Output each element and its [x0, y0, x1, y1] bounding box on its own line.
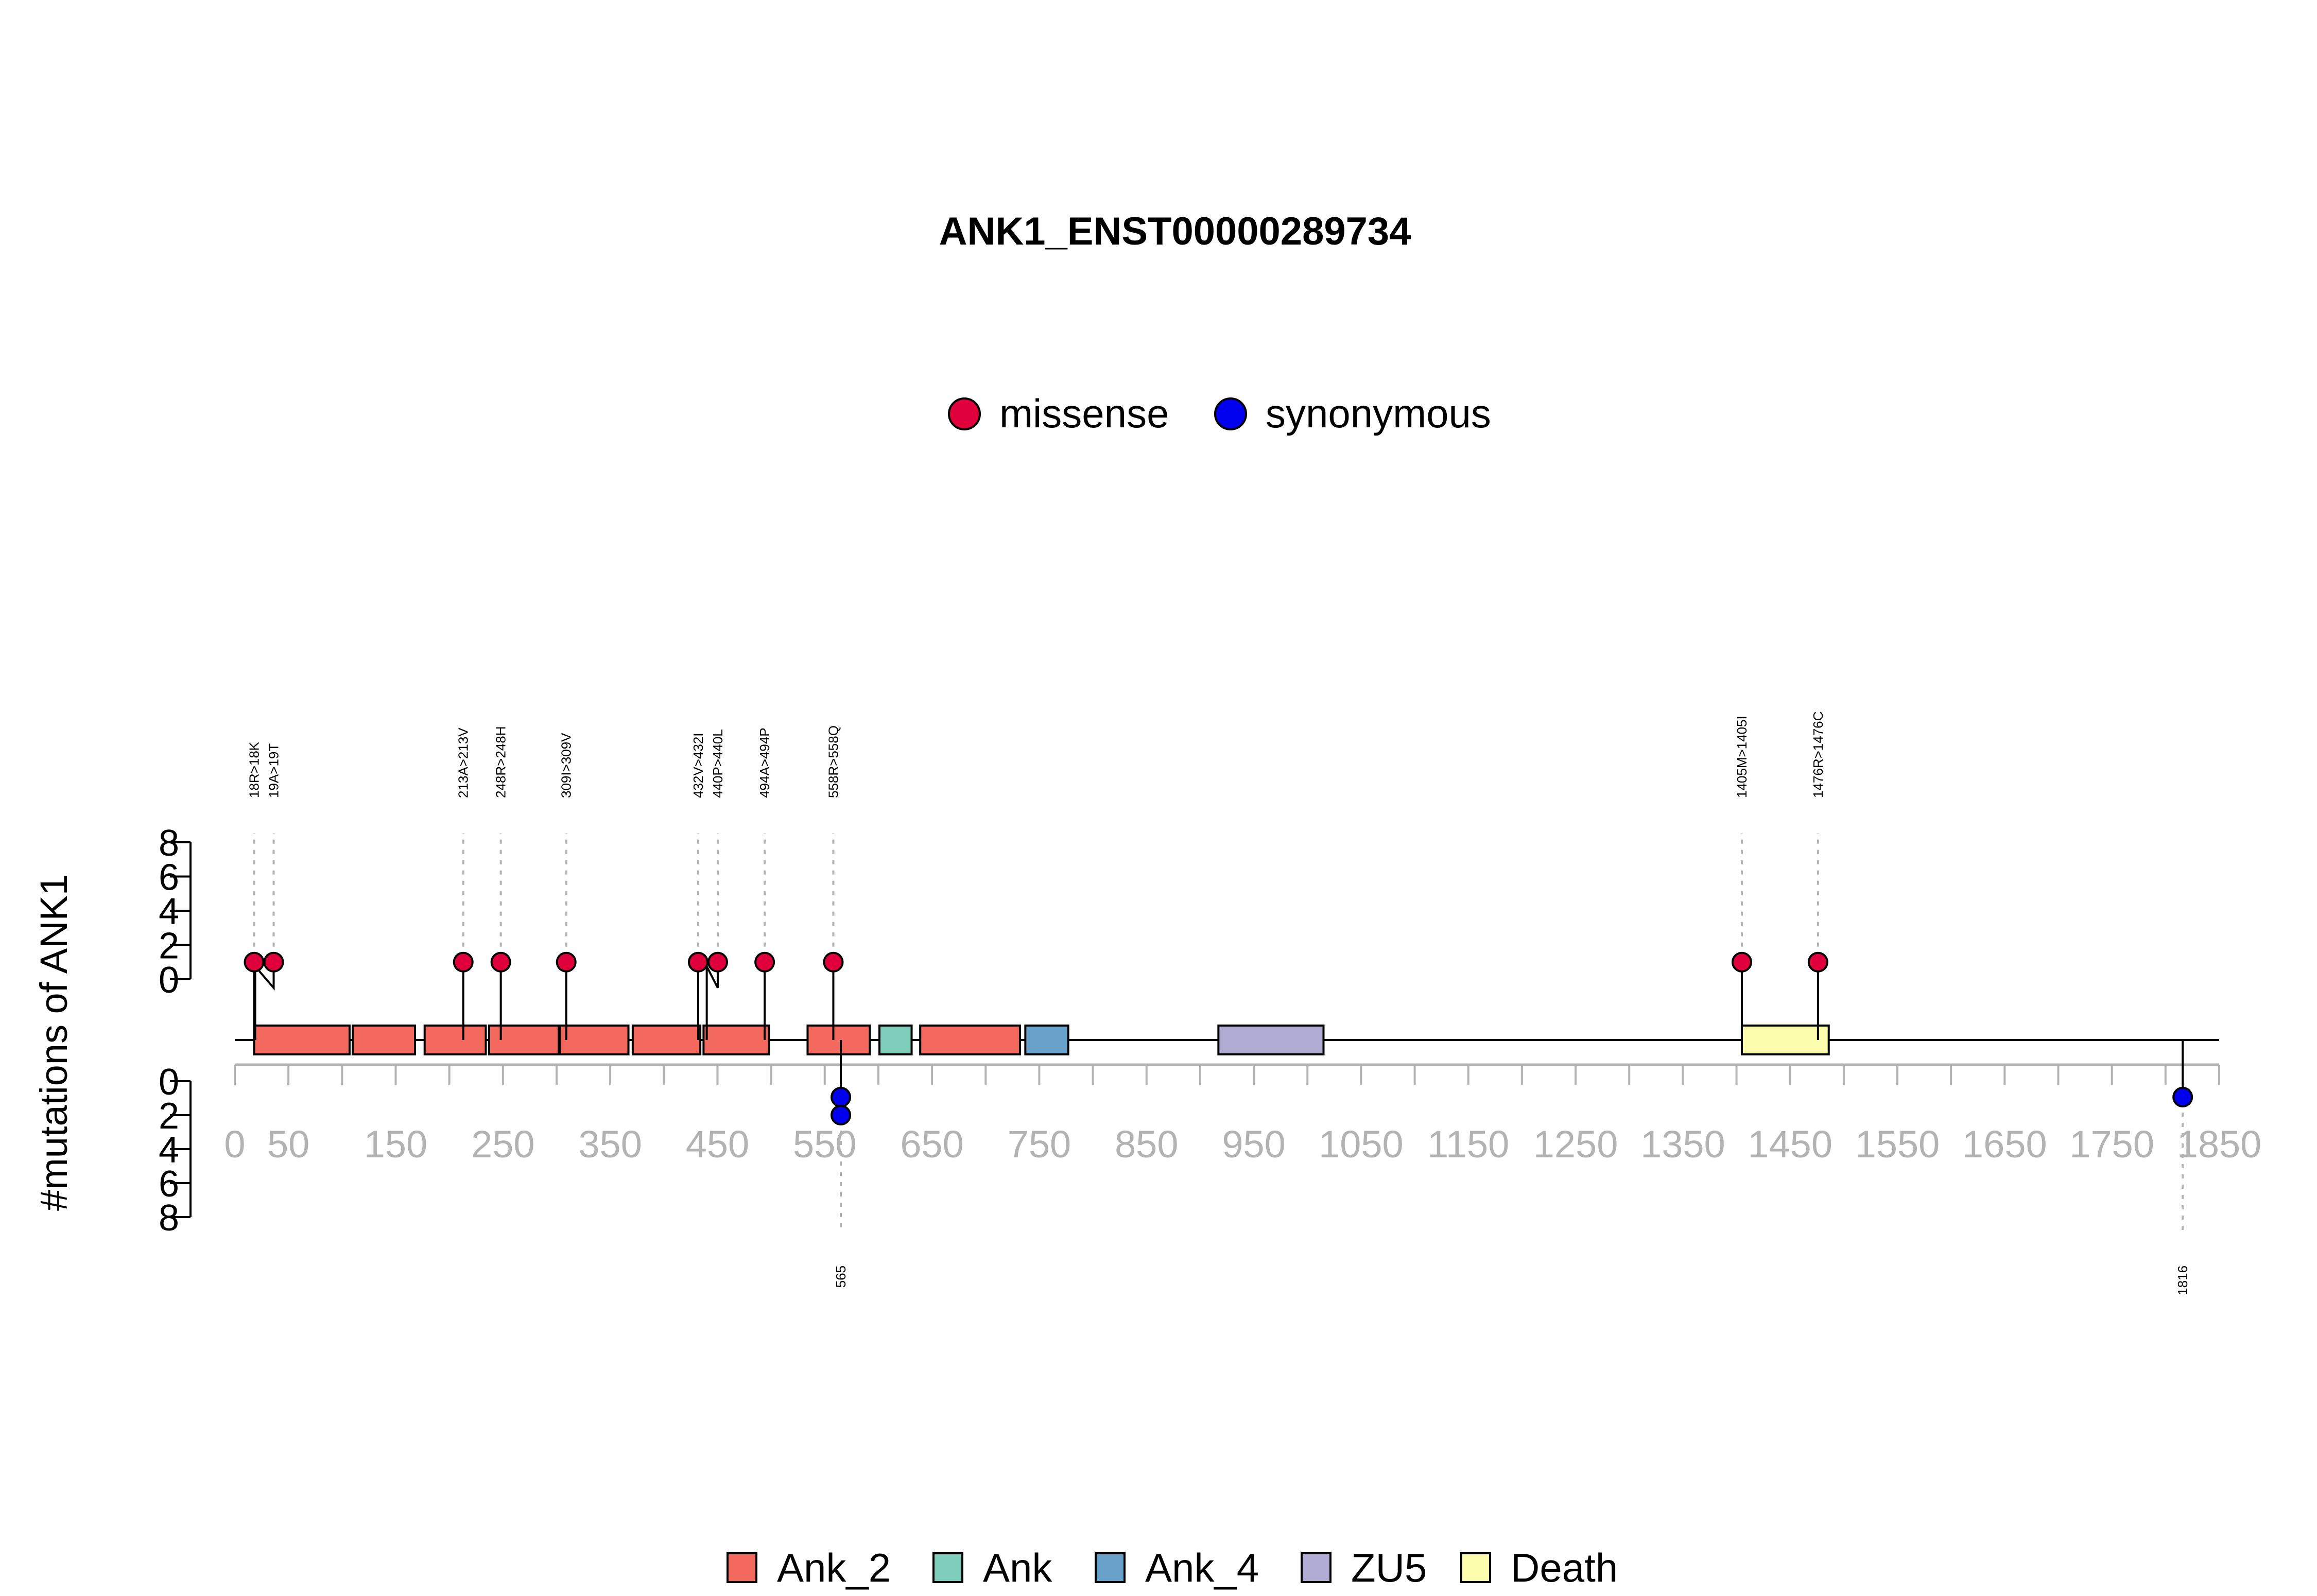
- legend-domain-label: ZU5: [1351, 1545, 1427, 1590]
- x-tick-label: 1250: [1533, 1123, 1618, 1166]
- domain-legend: Ank_2 Ank Ank_4 ZU5 Death: [727, 1545, 1618, 1590]
- mutation-head-missense: [263, 951, 284, 973]
- x-tick-label: 1650: [1962, 1123, 2047, 1166]
- top-stems: [253, 962, 1819, 1040]
- mutation-label: 1476R>1476C: [1810, 712, 1826, 798]
- domain-ank-4: [1024, 1025, 1069, 1055]
- legend-domain-label: Ank_2: [777, 1545, 891, 1590]
- mutation-label: 1405M>1405I: [1734, 716, 1750, 798]
- domain-ank-2: [423, 1025, 487, 1055]
- mutation-label: 440P>440L: [710, 729, 725, 798]
- mutation-stem: [705, 962, 719, 1040]
- domain-ank-2: [253, 1025, 351, 1055]
- domain-ank-2: [352, 1025, 416, 1055]
- legend-domain-swatch: [1460, 1552, 1491, 1583]
- legend-synonymous-label: synonymous: [1266, 391, 1491, 436]
- legend-domain-swatch: [1095, 1552, 1126, 1583]
- y-tick-label: 6: [159, 857, 179, 898]
- mutation-label: 565: [833, 1265, 849, 1288]
- domain-ank-2: [702, 1025, 770, 1055]
- x-tick-label: 350: [578, 1123, 642, 1166]
- legend-missense-swatch: [948, 397, 981, 430]
- mutations-top: 18R>18K 19A>19T 213A>213V 248R>248H 309I>309…: [244, 712, 1828, 1040]
- y-tick-label: 2: [159, 926, 179, 967]
- legend-domain-label: Ank_4: [1145, 1545, 1259, 1590]
- y-tick-label: 8: [159, 823, 179, 864]
- x-tick-label: 150: [364, 1123, 427, 1166]
- x-tick-label: 0: [224, 1123, 245, 1166]
- mutation-label: 18R>18K: [246, 741, 262, 798]
- mutation-label: 19A>19T: [266, 743, 281, 798]
- legend-domain-swatch: [727, 1552, 757, 1583]
- x-tick-label: 750: [1008, 1123, 1071, 1166]
- mutation-type-legend: missense synonymous: [948, 391, 1491, 436]
- x-tick-label: 450: [686, 1123, 749, 1166]
- x-tick-label: 650: [900, 1123, 963, 1166]
- mutation-stem: [254, 962, 275, 1040]
- chart-title: ANK1_ENST00000289734: [939, 210, 1411, 253]
- legend-domain-label: Ank: [983, 1545, 1052, 1590]
- mutation-head-synonymous: [2172, 1087, 2193, 1107]
- domain-ank-2: [806, 1025, 871, 1055]
- mutation-head-missense: [687, 951, 708, 973]
- y-tick-label: 4: [159, 1130, 179, 1171]
- y-tick-label: 4: [159, 891, 179, 932]
- x-tick-label: 950: [1222, 1123, 1285, 1166]
- mutations-bottom: 565 1816: [831, 1040, 2193, 1295]
- mutation-head-missense: [707, 951, 728, 973]
- mutation-head-missense: [754, 951, 775, 973]
- x-tick-label: 50: [267, 1123, 309, 1166]
- domain-death: [1740, 1025, 1830, 1055]
- x-tick-label: 1150: [1427, 1123, 1509, 1166]
- domain-ank-2: [631, 1025, 702, 1055]
- y-tick-label: 6: [159, 1164, 179, 1205]
- legend-synonymous-swatch: [1214, 397, 1247, 430]
- mutation-label: 558R>558Q: [825, 725, 841, 798]
- mutation-label: 494A>494P: [757, 727, 772, 798]
- mutation-label: 1816: [2175, 1265, 2190, 1295]
- mutation-label: 213A>213V: [456, 727, 471, 798]
- mutation-label: 432V>432I: [690, 733, 706, 798]
- mutation-label: 248R>248H: [493, 726, 509, 799]
- domain-ank-2: [488, 1025, 560, 1055]
- mutation-head-missense: [1731, 951, 1752, 973]
- mutation-head-missense: [823, 951, 844, 973]
- legend-missense-label: missense: [999, 391, 1169, 436]
- mutation-head-synonymous: [831, 1105, 852, 1125]
- y-tick-label: 2: [159, 1096, 179, 1137]
- mutation-head-missense: [453, 951, 474, 973]
- mutation-head-missense: [556, 951, 577, 973]
- x-tick-label: 850: [1115, 1123, 1178, 1166]
- y-tick-label: 0: [159, 1062, 179, 1103]
- protein-backbone: [235, 1025, 2219, 1055]
- legend-domain-swatch: [932, 1552, 963, 1583]
- mutation-label: 309I>309V: [559, 733, 574, 798]
- mutation-head-missense: [490, 951, 511, 973]
- x-tick-label: 1450: [1748, 1123, 1832, 1166]
- domain-ank-2: [919, 1025, 1021, 1055]
- x-tick-label: 1550: [1855, 1123, 1940, 1166]
- x-tick-label: 550: [793, 1123, 856, 1166]
- x-tick-label: 1350: [1640, 1123, 1725, 1166]
- mutation-head-synonymous: [831, 1087, 852, 1107]
- domain-ank: [878, 1025, 913, 1055]
- x-tick-label: 250: [471, 1123, 534, 1166]
- x-tick-label: 1750: [2069, 1123, 2154, 1166]
- legend-domain-label: Death: [1511, 1545, 1618, 1590]
- x-tick-label: 1050: [1319, 1123, 1404, 1166]
- domain-ank-2: [559, 1025, 630, 1055]
- legend-domain-swatch: [1301, 1552, 1332, 1583]
- y-tick-label: 8: [159, 1198, 179, 1239]
- y-tick-label: 0: [159, 960, 179, 1001]
- domain-zu5: [1217, 1025, 1325, 1055]
- mutation-head-missense: [244, 951, 265, 973]
- y-axis-label: #mutations of ANK1: [32, 874, 75, 1211]
- x-axis: 0 50 150 250 350 450 550 650 750 850 950 1050 1150 12…: [224, 1063, 2262, 1166]
- mutation-head-missense: [1807, 951, 1828, 973]
- x-tick-label: 1850: [2177, 1123, 2262, 1166]
